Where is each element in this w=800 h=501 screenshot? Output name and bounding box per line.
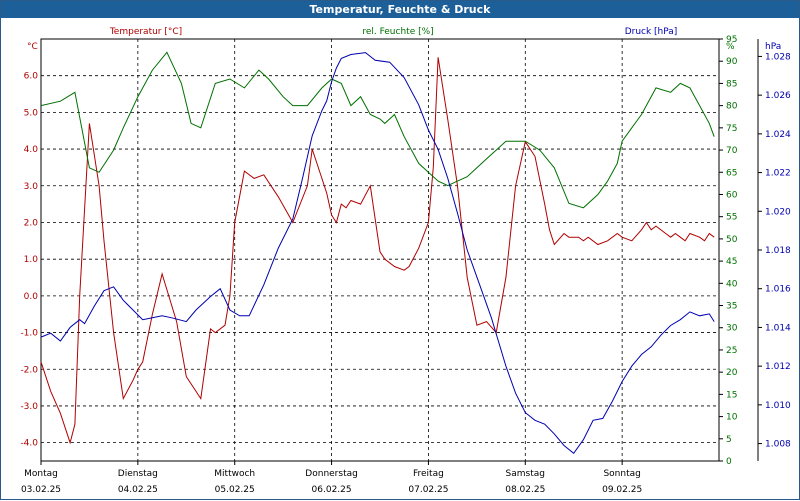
y-tick-label-humidity: 25	[726, 346, 737, 356]
y-tick-label-temperature: 2.0	[24, 218, 39, 228]
x-tick-label-day: Samstag	[506, 469, 545, 479]
y-tick-label-humidity: 30	[726, 324, 738, 334]
y-tick-label-humidity: 10	[726, 413, 738, 423]
y-tick-label-humidity: 40	[726, 279, 738, 289]
y-tick-label-humidity: 95	[726, 35, 737, 45]
x-tick-label-date: 09.02.25	[602, 485, 642, 495]
y-tick-label-humidity: 20	[726, 368, 738, 378]
y-tick-label-humidity: 55	[726, 213, 737, 223]
y-tick-label-humidity: 75	[726, 124, 737, 134]
series-line-pressure	[40, 52, 715, 455]
legend-humidity: rel. Feuchte [%]	[362, 27, 433, 37]
x-tick-label-day: Sonntag	[603, 469, 640, 479]
series-line-temperature	[40, 57, 715, 445]
y-tick-label-pressure: 1.024	[765, 130, 791, 140]
x-tick-label-day: Mittwoch	[214, 469, 255, 479]
y-tick-label-pressure: 1.008	[765, 440, 791, 450]
y-tick-label-humidity: 70	[726, 146, 738, 156]
y-tick-label-pressure: 1.022	[765, 169, 791, 179]
y-tick-label-temperature: 3.0	[24, 182, 39, 192]
x-tick-label-day: Dienstag	[118, 469, 158, 479]
x-tick-label-day: Montag	[24, 469, 58, 479]
y-tick-label-temperature: -3.0	[20, 402, 38, 412]
x-tick-label-day: Donnerstag	[305, 469, 358, 479]
legend-pressure: Druck [hPa]	[625, 27, 678, 37]
y-tick-label-pressure: 1.010	[765, 401, 791, 411]
y-tick-label-temperature: 4.0	[24, 145, 39, 155]
x-tick-label-date: 08.02.25	[505, 485, 545, 495]
series-line-humidity	[40, 51, 715, 209]
y-tick-label-humidity: 15	[726, 390, 737, 400]
x-tick-label-date: 05.02.25	[215, 485, 255, 495]
x-tick-label-date: 06.02.25	[312, 485, 352, 495]
y-tick-label-pressure: 1.028	[765, 52, 791, 62]
y-axis-unit-humidity: %	[726, 42, 735, 52]
x-tick-label-day: Freitag	[413, 469, 444, 479]
y-tick-label-humidity: 85	[726, 79, 737, 89]
y-tick-label-humidity: 50	[726, 235, 738, 245]
legend-temperature: Temperatur [°C]	[109, 27, 182, 37]
y-tick-label-humidity: 80	[726, 102, 738, 112]
y-tick-label-humidity: 90	[726, 57, 738, 67]
y-tick-label-humidity: 35	[726, 302, 737, 312]
y-tick-label-temperature: -4.0	[20, 439, 38, 449]
y-tick-label-pressure: 1.014	[765, 323, 791, 333]
y-tick-label-temperature: -1.0	[20, 329, 38, 339]
y-tick-label-pressure: 1.012	[765, 362, 791, 372]
y-tick-label-pressure: 1.026	[765, 91, 791, 101]
chart-title: Temperatur, Feuchte & Druck	[1, 1, 799, 18]
y-tick-label-humidity: 65	[726, 168, 737, 178]
y-tick-label-pressure: 1.016	[765, 285, 791, 295]
y-tick-label-temperature: 6.0	[24, 72, 39, 82]
x-tick-label-date: 07.02.25	[408, 485, 448, 495]
y-tick-label-temperature: 1.0	[24, 255, 39, 265]
y-tick-label-humidity: 0	[726, 457, 732, 467]
y-axis-unit-temperature: °C	[27, 42, 38, 52]
y-tick-label-pressure: 1.020	[765, 207, 791, 217]
y-tick-label-temperature: 5.0	[24, 108, 39, 118]
y-axis-unit-pressure: hPa	[765, 42, 781, 52]
y-tick-label-temperature: -2.0	[20, 365, 38, 375]
y-tick-label-temperature: 0.0	[24, 292, 39, 302]
y-tick-label-humidity: 45	[726, 257, 737, 267]
x-tick-label-date: 03.02.25	[21, 485, 61, 495]
y-tick-label-humidity: 5	[726, 435, 732, 445]
x-tick-label-date: 04.02.25	[118, 485, 158, 495]
y-tick-label-humidity: 60	[726, 190, 738, 200]
y-tick-label-pressure: 1.018	[765, 246, 791, 256]
